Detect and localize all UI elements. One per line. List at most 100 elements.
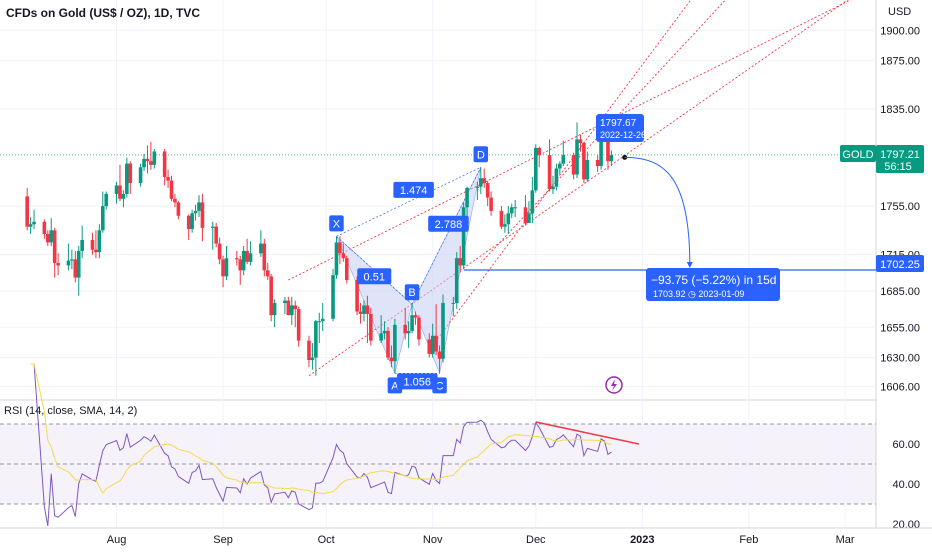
candle	[125, 157, 129, 198]
pattern-label-b-bg	[404, 284, 420, 301]
candle	[49, 218, 54, 247]
candle-body	[73, 259, 78, 278]
ratio-label-bd-bg	[428, 215, 469, 232]
ratio-label-ac: 1.056	[403, 376, 431, 388]
candle	[571, 152, 576, 180]
candle-body	[379, 333, 383, 341]
candle-body	[458, 258, 462, 266]
candle	[52, 227, 57, 278]
candle-body	[235, 258, 239, 260]
candle-body	[334, 242, 339, 276]
candle-body	[527, 213, 531, 224]
candle	[475, 181, 480, 200]
candle	[355, 276, 359, 316]
candle-body	[283, 300, 287, 304]
candle	[527, 201, 531, 224]
pattern-triangle-xab	[336, 236, 413, 375]
candle-body	[475, 186, 480, 188]
candle-body	[320, 318, 325, 322]
candle-body	[331, 275, 335, 319]
countdown-text: 56:15	[884, 161, 912, 173]
candle	[461, 202, 466, 270]
target-price-text: 1702.25	[880, 259, 920, 271]
candle-body	[238, 259, 243, 271]
candle-body	[461, 207, 466, 266]
candle-body	[479, 178, 483, 187]
candle-body	[499, 210, 504, 227]
candle-body	[173, 198, 177, 203]
candle	[609, 150, 614, 167]
symbol-badge-text: GOLD	[842, 149, 873, 161]
candle	[25, 187, 29, 231]
candle-body	[142, 158, 146, 168]
candle-body	[506, 213, 511, 225]
candle	[289, 296, 294, 325]
candle-body	[389, 357, 394, 362]
price-tick-label: 1755.00	[880, 201, 920, 213]
candle	[296, 306, 301, 347]
time-tick-label: Aug	[107, 534, 127, 546]
candle-body	[393, 324, 397, 362]
candle-body	[582, 143, 586, 180]
candle	[114, 181, 119, 204]
candle-body	[413, 315, 418, 318]
candle	[341, 243, 346, 262]
candle	[80, 225, 84, 259]
candle	[382, 321, 387, 340]
candle-body	[28, 224, 33, 227]
candle	[272, 299, 277, 328]
candle	[523, 195, 528, 226]
candle-body	[125, 163, 129, 194]
candle-body	[571, 155, 576, 175]
candle	[454, 252, 459, 310]
candle	[42, 219, 47, 239]
candle-body	[454, 258, 459, 304]
candle-body	[97, 230, 102, 253]
candle	[100, 191, 105, 233]
candle	[585, 151, 590, 182]
candle-body	[289, 305, 294, 316]
rsi-panel-title: RSI (14, close, SMA, 14, 2)	[4, 405, 138, 417]
price-tick-label: 1875.00	[880, 56, 920, 68]
candle-body	[523, 207, 528, 224]
candle-body	[272, 303, 277, 316]
candle	[286, 296, 291, 316]
candle-body	[217, 243, 222, 260]
lightning-icon-glyph	[611, 379, 617, 391]
candle	[138, 163, 143, 187]
symbol-badge[interactable]	[840, 145, 876, 162]
pattern-ratio-line	[336, 166, 481, 237]
time-tick-label: Dec	[526, 534, 546, 546]
candle	[314, 320, 318, 376]
candle-body	[25, 196, 29, 227]
candle-body	[578, 139, 583, 144]
candle-body	[197, 202, 201, 211]
candle-body	[128, 163, 133, 184]
candle	[310, 343, 315, 370]
candle	[479, 167, 483, 194]
candle-body	[259, 243, 263, 254]
candle-body	[427, 339, 432, 354]
candle	[554, 163, 559, 191]
candle-body	[344, 258, 349, 280]
candle	[451, 296, 456, 317]
candle-body	[114, 185, 119, 194]
candle-body	[317, 321, 322, 323]
candle	[485, 180, 490, 207]
candle	[166, 169, 170, 188]
candle	[245, 238, 249, 265]
projection-curve	[624, 156, 691, 266]
projection-box	[646, 268, 780, 301]
candle-body	[575, 139, 579, 175]
candle	[262, 238, 267, 277]
currency-label: USD	[888, 6, 911, 18]
last-price-text: 1797.21	[880, 149, 920, 161]
candle-body	[417, 317, 421, 340]
candle	[365, 295, 370, 344]
candle-body	[561, 155, 566, 164]
pattern-label-a: A	[391, 380, 399, 392]
rsi-tick-label: 40.00	[892, 479, 920, 491]
candle	[269, 273, 273, 322]
